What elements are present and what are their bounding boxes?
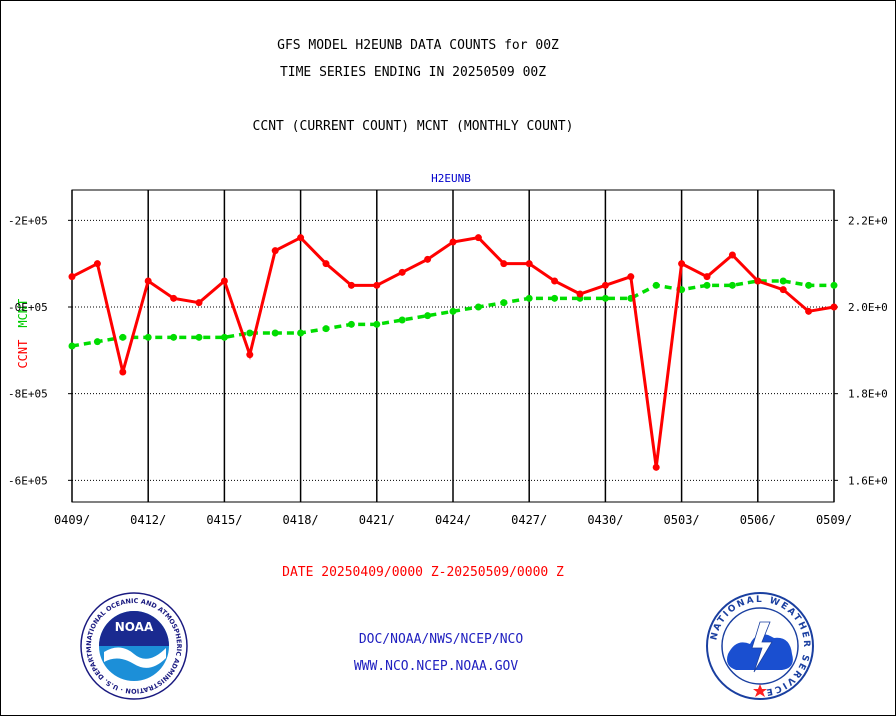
y-tick-label-right: 1.8E+0 bbox=[848, 388, 888, 401]
data-point-ccnt bbox=[297, 234, 305, 242]
data-point-ccnt bbox=[652, 463, 660, 471]
data-point-mcnt bbox=[449, 307, 457, 315]
data-point-ccnt bbox=[728, 251, 736, 259]
x-tick-label: 0503/ bbox=[664, 513, 700, 527]
data-point-ccnt bbox=[373, 281, 381, 289]
data-point-ccnt bbox=[754, 277, 762, 285]
x-tick-label: 0430/ bbox=[587, 513, 623, 527]
credit-org-path: DOC/NOAA/NWS/NCEP/NCO bbox=[358, 632, 524, 647]
x-tick-label: 0415/ bbox=[206, 513, 242, 527]
data-point-mcnt bbox=[779, 277, 787, 285]
data-point-mcnt bbox=[652, 281, 660, 289]
data-point-ccnt bbox=[601, 281, 609, 289]
data-point-mcnt bbox=[195, 333, 203, 341]
data-point-ccnt bbox=[398, 268, 406, 276]
chart-title-line2: TIME SERIES ENDING IN 20250509 00Z bbox=[279, 65, 547, 80]
data-point-mcnt bbox=[551, 294, 559, 302]
data-point-mcnt bbox=[728, 281, 736, 289]
data-point-ccnt bbox=[551, 277, 559, 285]
x-tick-label: 0421/ bbox=[359, 513, 395, 527]
data-point-ccnt bbox=[322, 260, 330, 268]
data-point-mcnt bbox=[170, 333, 178, 341]
y-tick-label-right: 1.6E+0 bbox=[848, 474, 888, 487]
data-point-mcnt bbox=[347, 320, 355, 328]
data-point-mcnt bbox=[220, 333, 228, 341]
y-tick-label-left: -2E+05 bbox=[8, 214, 48, 227]
data-point-ccnt bbox=[119, 368, 127, 376]
data-point-ccnt bbox=[678, 260, 686, 268]
y-tick-label-left: -6E+05 bbox=[8, 474, 48, 487]
y-tick-label-right: 2.0E+0 bbox=[848, 301, 888, 314]
data-point-ccnt bbox=[474, 234, 482, 242]
series-title: H2EUNB bbox=[431, 172, 471, 185]
x-tick-label: 0506/ bbox=[740, 513, 776, 527]
data-point-mcnt bbox=[271, 329, 279, 337]
x-tick-label: 0509/ bbox=[816, 513, 852, 527]
data-point-ccnt bbox=[525, 260, 533, 268]
noaa-logo: NATIONAL OCEANIC AND ATMOSPHERIC ADMINIS… bbox=[80, 592, 188, 700]
noaa-logo-text: NOAA bbox=[115, 620, 154, 634]
x-tick-label: 0427/ bbox=[511, 513, 547, 527]
data-point-mcnt bbox=[424, 312, 432, 320]
data-point-ccnt bbox=[246, 351, 254, 359]
data-point-mcnt bbox=[601, 294, 609, 302]
x-tick-label: 0424/ bbox=[435, 513, 471, 527]
data-point-mcnt bbox=[144, 333, 152, 341]
data-point-ccnt bbox=[144, 277, 152, 285]
data-point-mcnt bbox=[373, 320, 381, 328]
data-point-ccnt bbox=[830, 303, 838, 311]
credit-website: WWW.NCO.NCEP.NOAA.GOV bbox=[353, 659, 519, 674]
chart-subtitle: CCNT (CURRENT COUNT) MCNT (MONTHLY COUNT… bbox=[252, 119, 574, 134]
y-tick-label-right: 2.2E+0 bbox=[848, 214, 888, 227]
data-point-mcnt bbox=[93, 338, 101, 346]
data-point-ccnt bbox=[170, 294, 178, 302]
data-point-ccnt bbox=[195, 299, 203, 307]
x-tick-label: 0409/ bbox=[54, 513, 90, 527]
y-tick-label-left: -8E+05 bbox=[8, 388, 48, 401]
data-point-mcnt bbox=[297, 329, 305, 337]
data-point-ccnt bbox=[220, 277, 228, 285]
data-point-mcnt bbox=[830, 281, 838, 289]
data-point-mcnt bbox=[119, 333, 127, 341]
data-point-mcnt bbox=[525, 294, 533, 302]
data-point-ccnt bbox=[576, 290, 584, 298]
data-point-mcnt bbox=[805, 281, 813, 289]
data-point-mcnt bbox=[246, 329, 254, 337]
y-tick-label-left: -0E+05 bbox=[8, 301, 48, 314]
data-point-mcnt bbox=[68, 342, 76, 350]
data-point-ccnt bbox=[703, 273, 711, 281]
nws-logo: NATIONAL WEATHER SERVICE bbox=[706, 592, 814, 700]
chart-title-line1: GFS MODEL H2EUNB DATA COUNTS for 00Z bbox=[277, 38, 559, 53]
data-point-ccnt bbox=[805, 307, 813, 315]
data-point-ccnt bbox=[93, 260, 101, 268]
data-point-ccnt bbox=[449, 238, 457, 246]
data-point-ccnt bbox=[500, 260, 508, 268]
data-point-ccnt bbox=[271, 247, 279, 255]
data-point-mcnt bbox=[500, 299, 508, 307]
x-tick-label: 0418/ bbox=[283, 513, 319, 527]
date-range-label: DATE 20250409/0000 Z-20250509/0000 Z bbox=[282, 565, 564, 580]
data-point-ccnt bbox=[779, 286, 787, 294]
data-point-mcnt bbox=[398, 316, 406, 324]
x-tick-label: 0412/ bbox=[130, 513, 166, 527]
data-point-mcnt bbox=[474, 303, 482, 311]
data-point-ccnt bbox=[68, 273, 76, 281]
data-point-ccnt bbox=[347, 281, 355, 289]
data-point-ccnt bbox=[424, 255, 432, 263]
data-point-mcnt bbox=[703, 281, 711, 289]
data-point-mcnt bbox=[322, 325, 330, 333]
data-point-ccnt bbox=[627, 273, 635, 281]
